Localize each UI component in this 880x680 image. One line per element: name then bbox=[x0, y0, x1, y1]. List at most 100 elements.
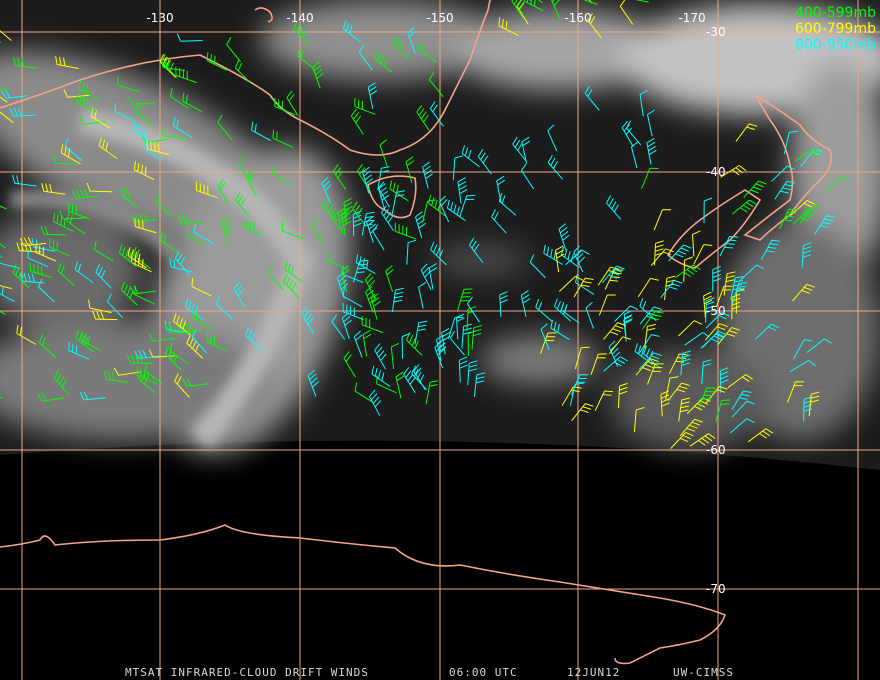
wind-barb bbox=[9, 107, 36, 117]
wind-barb bbox=[664, 275, 676, 301]
wind-barb bbox=[414, 320, 428, 345]
wind-barb bbox=[60, 144, 81, 165]
wind-barb bbox=[428, 194, 447, 217]
wind-barb bbox=[142, 139, 162, 162]
wind-barb bbox=[458, 356, 468, 383]
wind-barb bbox=[88, 299, 112, 314]
wind-barb bbox=[331, 314, 346, 340]
wind-barb bbox=[127, 247, 147, 269]
wind-barb bbox=[407, 27, 416, 54]
wind-barb bbox=[558, 275, 584, 292]
wind-barb bbox=[825, 176, 850, 192]
wind-barb bbox=[403, 367, 416, 394]
wind-barb bbox=[550, 319, 570, 341]
wind-barb bbox=[731, 400, 755, 418]
wind-barb bbox=[16, 324, 37, 345]
wind-barb bbox=[719, 235, 739, 257]
wind-barb bbox=[670, 432, 694, 449]
wind-barb bbox=[37, 392, 64, 402]
wind-barb bbox=[637, 277, 659, 298]
wind-barb bbox=[350, 108, 364, 135]
wind-barb bbox=[19, 272, 45, 284]
wind-barb bbox=[641, 167, 659, 189]
wind-barb bbox=[792, 208, 817, 225]
wind-barb bbox=[128, 96, 155, 105]
wind-barb bbox=[107, 293, 123, 319]
wind-barb bbox=[114, 103, 136, 122]
wind-barb bbox=[274, 97, 296, 116]
wind-barb bbox=[555, 245, 565, 273]
legend-entry: 600-799mb bbox=[795, 21, 876, 37]
wind-barb bbox=[40, 225, 66, 236]
wind-barb bbox=[678, 397, 691, 422]
wind-barb bbox=[165, 323, 191, 334]
wind-barb bbox=[731, 390, 752, 411]
wind-barb bbox=[550, 0, 561, 19]
wind-barb bbox=[587, 13, 602, 39]
wind-barb bbox=[371, 293, 381, 320]
wind-barb bbox=[52, 155, 78, 165]
wind-barb bbox=[477, 149, 492, 175]
longitude-label: -140 bbox=[286, 11, 313, 25]
wind-barb bbox=[0, 30, 12, 41]
wind-barb bbox=[416, 104, 430, 131]
wind-barb bbox=[0, 88, 9, 91]
wind-barb bbox=[301, 307, 314, 334]
wind-barb bbox=[491, 209, 507, 234]
wind-barb bbox=[668, 353, 688, 374]
wind-barb bbox=[683, 256, 693, 282]
wind-barb bbox=[604, 269, 624, 290]
wind-barb bbox=[133, 246, 151, 270]
wind-barb bbox=[523, 0, 544, 12]
wind-barb bbox=[795, 148, 821, 162]
wind-barb bbox=[0, 262, 21, 269]
wind-barb bbox=[692, 230, 701, 257]
new-zealand-south-island bbox=[666, 189, 762, 269]
wind-barb bbox=[619, 0, 634, 25]
wind-barb bbox=[521, 136, 531, 164]
wind-barb bbox=[747, 428, 774, 443]
wind-barb bbox=[155, 194, 173, 218]
wind-barb bbox=[174, 373, 190, 398]
wind-barb bbox=[354, 382, 374, 404]
wind-barb bbox=[584, 85, 600, 111]
wind-barb bbox=[0, 205, 7, 210]
wind-barb bbox=[679, 418, 703, 437]
wind-barb bbox=[391, 190, 405, 214]
wind-barb bbox=[160, 58, 185, 72]
wind-barb bbox=[312, 61, 324, 89]
wind-barb bbox=[293, 21, 310, 45]
wind-barb bbox=[367, 82, 378, 109]
wind-barb bbox=[59, 211, 86, 220]
wind-barb bbox=[646, 363, 664, 385]
wind-barb bbox=[413, 364, 426, 391]
wind-barb bbox=[471, 324, 483, 350]
wind-barb bbox=[182, 377, 209, 387]
wind-barb bbox=[378, 181, 390, 208]
wind-barb bbox=[364, 272, 376, 300]
wind-barb bbox=[117, 76, 140, 93]
wind-barb bbox=[49, 238, 70, 257]
wind-barb bbox=[176, 33, 203, 42]
wind-barb bbox=[417, 40, 437, 63]
wind-barb bbox=[130, 212, 158, 223]
wind-barb bbox=[590, 353, 607, 375]
wind-barb bbox=[547, 124, 558, 152]
wind-barb bbox=[120, 186, 139, 209]
wind-barb bbox=[715, 399, 731, 422]
wind-barb bbox=[565, 249, 590, 266]
wind-barb bbox=[221, 217, 233, 245]
wind-barb bbox=[422, 199, 437, 223]
wind-barb bbox=[436, 334, 447, 362]
wind-barb bbox=[385, 265, 394, 293]
wind-barb bbox=[650, 248, 674, 266]
wind-barb bbox=[498, 192, 517, 216]
wind-barb bbox=[653, 209, 672, 231]
wind-barb bbox=[792, 283, 815, 302]
wind-barb bbox=[133, 122, 153, 144]
wind-barb bbox=[727, 374, 753, 389]
wind-barb bbox=[729, 418, 755, 434]
wind-barb bbox=[103, 370, 129, 383]
wind-barb bbox=[192, 308, 212, 329]
